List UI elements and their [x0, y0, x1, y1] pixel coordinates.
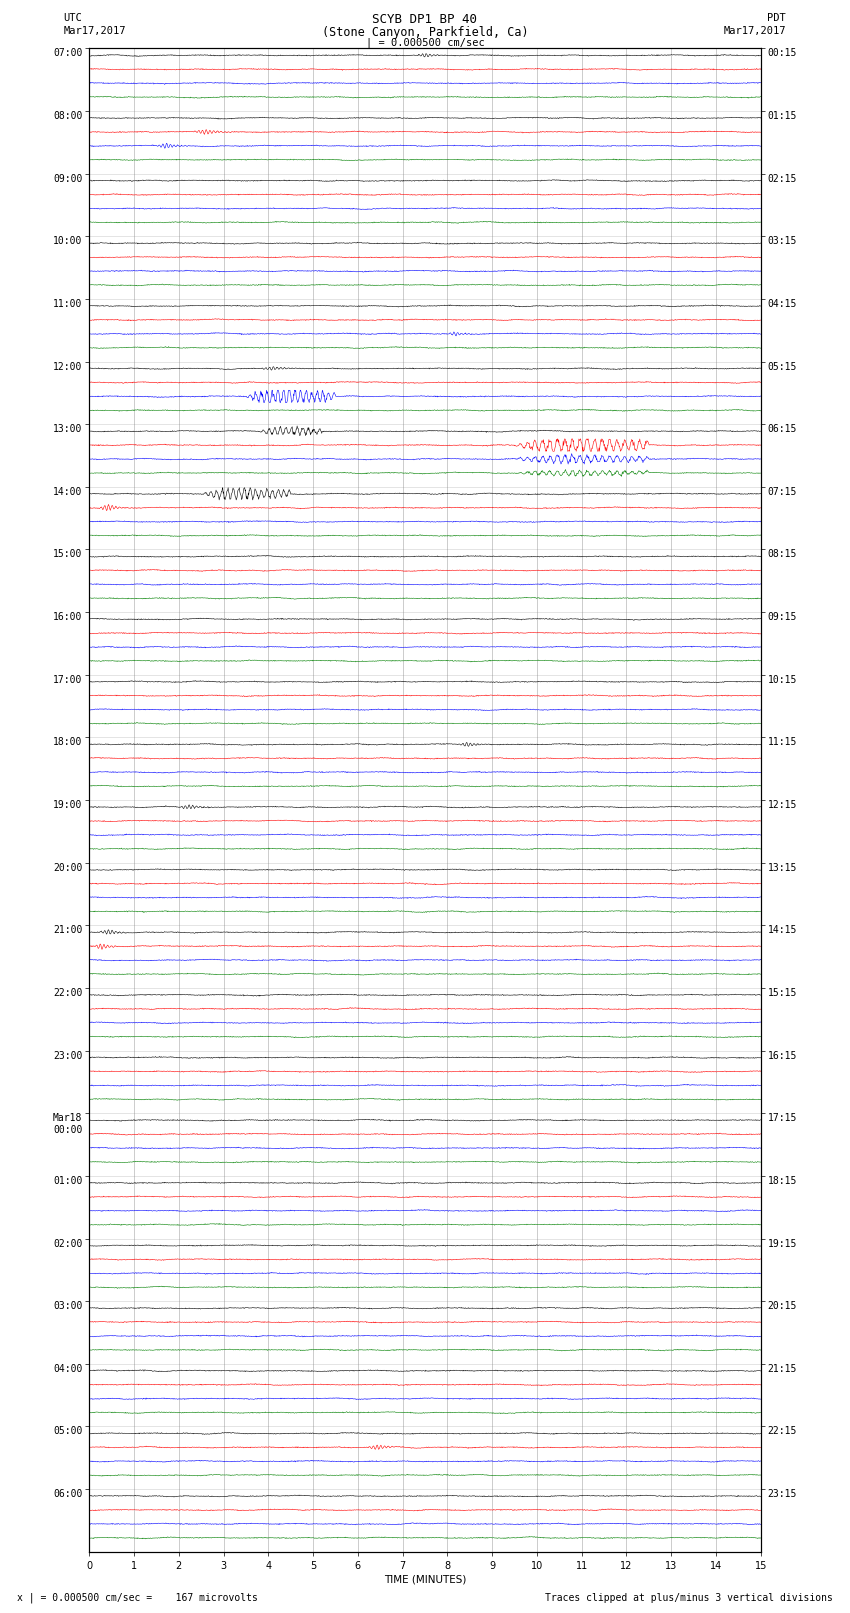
Text: Mar17,2017: Mar17,2017 [723, 26, 786, 35]
Text: Traces clipped at plus/minus 3 vertical divisions: Traces clipped at plus/minus 3 vertical … [545, 1594, 833, 1603]
Text: SCYB DP1 BP 40: SCYB DP1 BP 40 [372, 13, 478, 26]
X-axis label: TIME (MINUTES): TIME (MINUTES) [384, 1574, 466, 1586]
Text: Mar17,2017: Mar17,2017 [64, 26, 127, 35]
Text: UTC: UTC [64, 13, 82, 23]
Text: | = 0.000500 cm/sec: | = 0.000500 cm/sec [366, 37, 484, 48]
Text: x | = 0.000500 cm/sec =    167 microvolts: x | = 0.000500 cm/sec = 167 microvolts [17, 1592, 258, 1603]
Text: PDT: PDT [768, 13, 786, 23]
Text: (Stone Canyon, Parkfield, Ca): (Stone Canyon, Parkfield, Ca) [321, 26, 529, 39]
